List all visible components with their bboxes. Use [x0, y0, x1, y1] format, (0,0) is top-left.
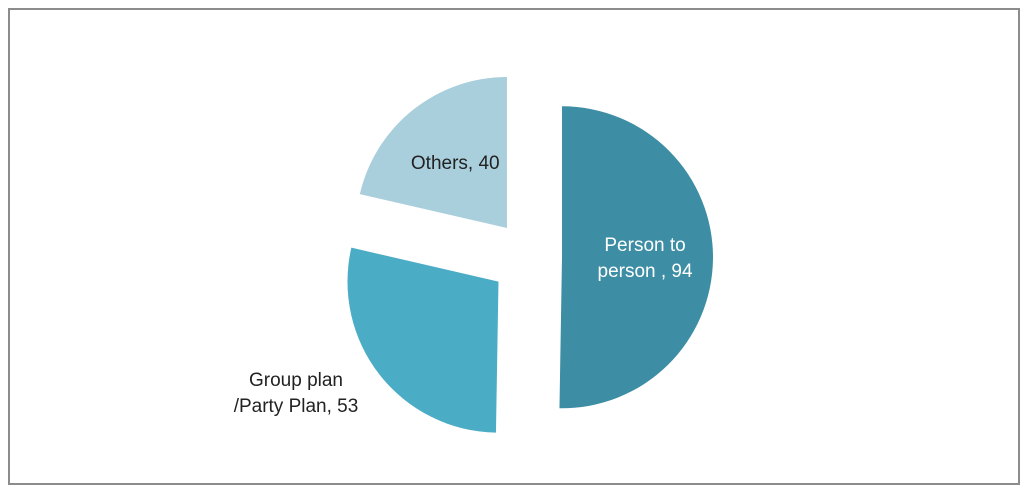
pie-label-group-plan-party-plan-53: Group plan/Party Plan, 53: [234, 370, 359, 417]
pie-slice-group-plan-party-plan-53: [347, 247, 499, 433]
pie-slice-others-40: [359, 77, 507, 229]
pie-slice-person-to-person-94: [559, 106, 713, 409]
pie-label-others-40: Others, 40: [411, 153, 500, 174]
chart-frame: [8, 8, 1020, 485]
pie-label-person-to-person-94: Person to person , 94: [598, 235, 693, 282]
